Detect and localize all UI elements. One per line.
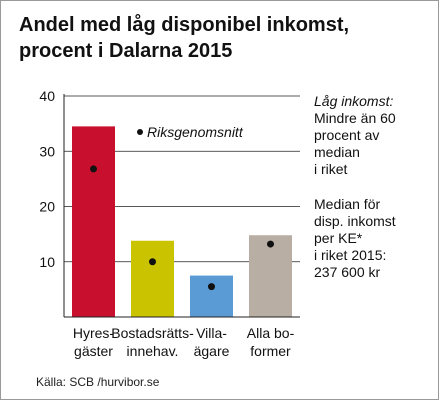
x-tick-label: ägare	[194, 343, 230, 359]
bar	[249, 235, 292, 317]
note-median-line: disp. inkomst	[314, 213, 396, 229]
y-tick-label: 40	[39, 88, 55, 104]
title-line-1: Andel med låg disponibel inkomst,	[19, 14, 350, 36]
note-low-income: Låg inkomst: Mindre än 60 procent av med…	[314, 93, 396, 178]
legend: Riksgenomsnitt	[137, 124, 243, 140]
x-tick-label: Hyres-	[73, 325, 115, 341]
note-low-income-line: procent av	[314, 127, 380, 143]
title-line-2: procent i Dalarna 2015	[19, 40, 233, 62]
average-marker	[149, 258, 156, 266]
note-median-line: i riket 2015:	[314, 247, 387, 263]
x-tick-label: former	[250, 343, 291, 359]
legend-marker	[137, 129, 143, 135]
average-marker	[267, 240, 274, 248]
note-median: Median för disp. inkomst per KE* i riket…	[314, 196, 396, 281]
note-median-line: per KE*	[314, 230, 363, 246]
average-marker	[208, 283, 215, 291]
x-tick-label: gäster	[74, 343, 113, 359]
x-tick-label: Alla bo-	[247, 325, 295, 341]
x-tick-label: Villa-	[196, 325, 227, 341]
x-tick-label: innehav.	[127, 343, 179, 359]
legend-label: Riksgenomsnitt	[147, 124, 243, 140]
bar	[190, 275, 233, 317]
note-low-income-line: i riket	[314, 161, 348, 177]
y-tick-label: 30	[39, 143, 55, 159]
x-tick-label: Bostadsrätts-	[111, 325, 194, 341]
average-marker	[90, 165, 97, 173]
bar	[72, 126, 115, 317]
y-tick-label: 20	[39, 199, 55, 215]
note-low-income-heading: Låg inkomst:	[314, 93, 394, 109]
source-note: Källa: SCB /hurvibor.se	[36, 375, 160, 389]
bar	[131, 240, 174, 317]
note-low-income-line: Mindre än 60	[314, 110, 396, 126]
note-median-line: 237 600 kr	[314, 264, 381, 280]
note-median-line: Median för	[314, 196, 381, 212]
y-tick-label: 10	[39, 254, 55, 270]
note-low-income-line: median	[314, 144, 360, 160]
chart-title: Andel med låg disponibel inkomst, procen…	[19, 12, 429, 64]
